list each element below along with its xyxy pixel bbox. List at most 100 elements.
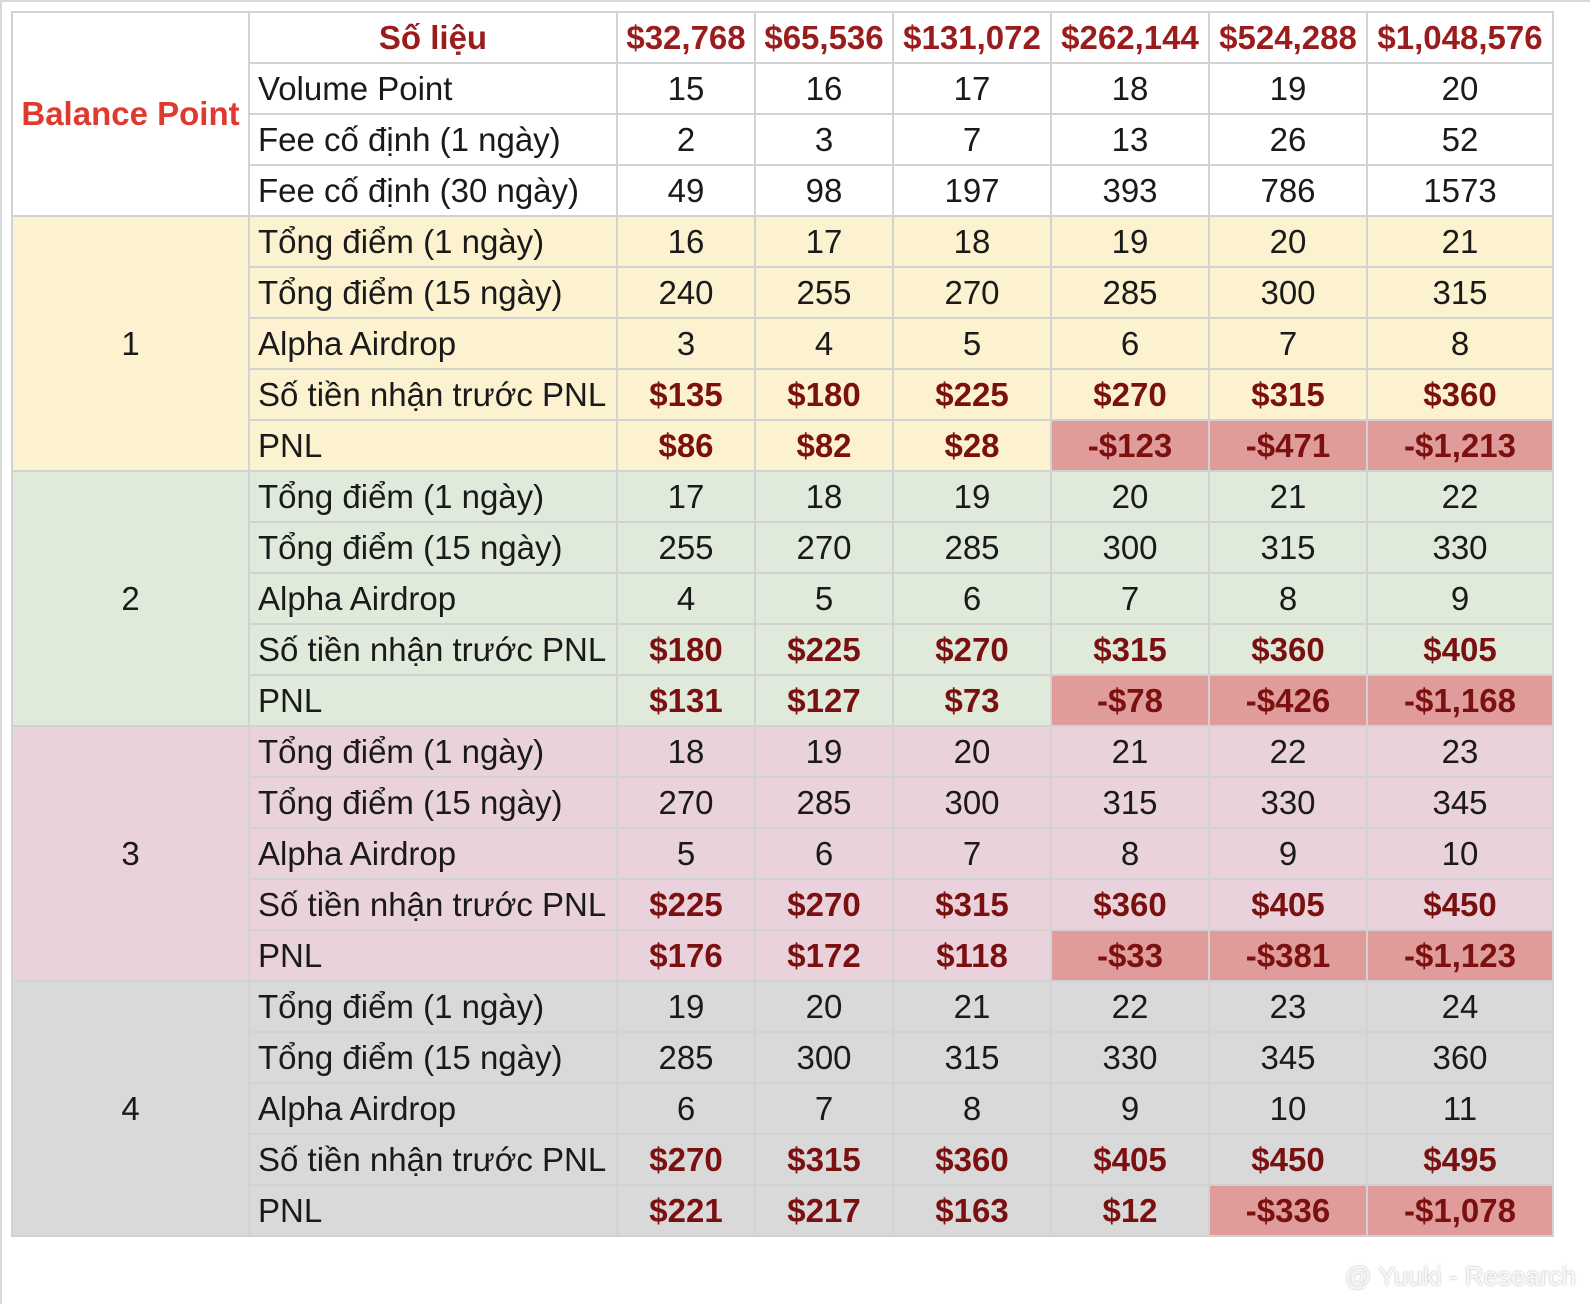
value-cell[interactable]: $225 bbox=[616, 878, 756, 931]
value-cell[interactable]: 17 bbox=[892, 62, 1052, 115]
row-label-cell[interactable]: Số tiền nhận trước PNL bbox=[248, 1133, 618, 1186]
value-cell[interactable]: 98 bbox=[754, 164, 894, 217]
value-cell[interactable]: 330 bbox=[1208, 776, 1368, 829]
pnl-cell[interactable]: $28 bbox=[892, 419, 1052, 472]
value-cell[interactable]: 285 bbox=[892, 521, 1052, 574]
value-cell[interactable]: 49 bbox=[616, 164, 756, 217]
value-cell[interactable]: 6 bbox=[616, 1082, 756, 1135]
value-cell[interactable]: 9 bbox=[1208, 827, 1368, 880]
value-cell[interactable]: 315 bbox=[1366, 266, 1554, 319]
group-number-cell[interactable]: 4 bbox=[11, 980, 250, 1237]
value-cell[interactable]: $360 bbox=[1208, 623, 1368, 676]
value-cell[interactable]: 345 bbox=[1208, 1031, 1368, 1084]
value-cell[interactable]: 15 bbox=[616, 62, 756, 115]
value-cell[interactable]: 270 bbox=[754, 521, 894, 574]
value-cell[interactable]: 3 bbox=[754, 113, 894, 166]
group-number-cell[interactable]: 3 bbox=[11, 725, 250, 982]
value-cell[interactable]: 10 bbox=[1208, 1082, 1368, 1135]
row-label-cell[interactable]: PNL bbox=[248, 1184, 618, 1237]
value-cell[interactable]: $405 bbox=[1208, 878, 1368, 931]
value-cell[interactable]: 10 bbox=[1366, 827, 1554, 880]
value-cell[interactable]: 17 bbox=[616, 470, 756, 523]
pnl-cell[interactable]: -$1,213 bbox=[1366, 419, 1554, 472]
value-cell[interactable]: $360 bbox=[1366, 368, 1554, 421]
value-cell[interactable]: 285 bbox=[754, 776, 894, 829]
group-number-cell[interactable]: 2 bbox=[11, 470, 250, 727]
value-cell[interactable]: 19 bbox=[754, 725, 894, 778]
row-label-cell[interactable]: Tổng điểm (15 ngày) bbox=[248, 1031, 618, 1084]
value-cell[interactable]: 315 bbox=[1050, 776, 1210, 829]
pnl-cell[interactable]: -$1,078 bbox=[1366, 1184, 1554, 1237]
value-cell[interactable]: 19 bbox=[1208, 62, 1368, 115]
value-cell[interactable]: 7 bbox=[892, 827, 1052, 880]
value-cell[interactable]: 3 bbox=[616, 317, 756, 370]
value-cell[interactable]: $270 bbox=[892, 623, 1052, 676]
pnl-cell[interactable]: $86 bbox=[616, 419, 756, 472]
pnl-cell[interactable]: $82 bbox=[754, 419, 894, 472]
pnl-cell[interactable]: $163 bbox=[892, 1184, 1052, 1237]
value-cell[interactable]: 16 bbox=[754, 62, 894, 115]
value-cell[interactable]: $450 bbox=[1208, 1133, 1368, 1186]
pnl-cell[interactable]: $172 bbox=[754, 929, 894, 982]
value-cell[interactable]: 20 bbox=[892, 725, 1052, 778]
pnl-cell[interactable]: -$426 bbox=[1208, 674, 1368, 727]
value-cell[interactable]: 17 bbox=[754, 215, 894, 268]
value-cell[interactable]: 9 bbox=[1050, 1082, 1210, 1135]
pnl-cell[interactable]: $118 bbox=[892, 929, 1052, 982]
value-cell[interactable]: 22 bbox=[1208, 725, 1368, 778]
row-label-cell[interactable]: PNL bbox=[248, 419, 618, 472]
row-label-cell[interactable]: Alpha Airdrop bbox=[248, 572, 618, 625]
value-cell[interactable]: 300 bbox=[754, 1031, 894, 1084]
row-label-cell[interactable]: PNL bbox=[248, 674, 618, 727]
row-label-cell[interactable]: Tổng điểm (15 ngày) bbox=[248, 266, 618, 319]
row-label-cell[interactable]: PNL bbox=[248, 929, 618, 982]
value-cell[interactable]: 255 bbox=[754, 266, 894, 319]
value-cell[interactable]: 270 bbox=[892, 266, 1052, 319]
group-number-cell[interactable]: 1 bbox=[11, 215, 250, 472]
value-cell[interactable]: 300 bbox=[1050, 521, 1210, 574]
value-cell[interactable]: 21 bbox=[1208, 470, 1368, 523]
row-label-cell[interactable]: Alpha Airdrop bbox=[248, 1082, 618, 1135]
pnl-cell[interactable]: -$471 bbox=[1208, 419, 1368, 472]
value-cell[interactable]: 1573 bbox=[1366, 164, 1554, 217]
value-cell[interactable]: 315 bbox=[1208, 521, 1368, 574]
value-cell[interactable]: 8 bbox=[1366, 317, 1554, 370]
value-cell[interactable]: 20 bbox=[1050, 470, 1210, 523]
value-cell[interactable]: 300 bbox=[1208, 266, 1368, 319]
column-header-cell[interactable]: $131,072 bbox=[892, 11, 1052, 64]
balance-point-cell[interactable]: Balance Point bbox=[11, 11, 250, 217]
value-cell[interactable]: $405 bbox=[1366, 623, 1554, 676]
value-cell[interactable]: 26 bbox=[1208, 113, 1368, 166]
value-cell[interactable]: 786 bbox=[1208, 164, 1368, 217]
value-cell[interactable]: $315 bbox=[1050, 623, 1210, 676]
value-cell[interactable]: 7 bbox=[892, 113, 1052, 166]
value-cell[interactable]: 330 bbox=[1366, 521, 1554, 574]
row-label-cell[interactable]: Tổng điểm (15 ngày) bbox=[248, 521, 618, 574]
value-cell[interactable]: $225 bbox=[754, 623, 894, 676]
row-label-cell[interactable]: Alpha Airdrop bbox=[248, 317, 618, 370]
value-cell[interactable]: 20 bbox=[1208, 215, 1368, 268]
row-label-cell[interactable]: Số tiền nhận trước PNL bbox=[248, 623, 618, 676]
value-cell[interactable]: 22 bbox=[1366, 470, 1554, 523]
value-cell[interactable]: $135 bbox=[616, 368, 756, 421]
pnl-cell[interactable]: -$33 bbox=[1050, 929, 1210, 982]
value-cell[interactable]: 19 bbox=[892, 470, 1052, 523]
value-cell[interactable]: 4 bbox=[616, 572, 756, 625]
value-cell[interactable]: $315 bbox=[1208, 368, 1368, 421]
value-cell[interactable]: $225 bbox=[892, 368, 1052, 421]
pnl-cell[interactable]: $176 bbox=[616, 929, 756, 982]
value-cell[interactable]: 393 bbox=[1050, 164, 1210, 217]
row-label-cell[interactable]: Tổng điểm (1 ngày) bbox=[248, 980, 618, 1033]
value-cell[interactable]: 18 bbox=[754, 470, 894, 523]
value-cell[interactable]: 6 bbox=[892, 572, 1052, 625]
row-label-cell[interactable]: Fee cố định (30 ngày) bbox=[248, 164, 618, 217]
row-label-cell[interactable]: Số tiền nhận trước PNL bbox=[248, 878, 618, 931]
column-header-cell[interactable]: $32,768 bbox=[616, 11, 756, 64]
value-cell[interactable]: 24 bbox=[1366, 980, 1554, 1033]
value-cell[interactable]: $180 bbox=[616, 623, 756, 676]
value-cell[interactable]: 20 bbox=[1366, 62, 1554, 115]
value-cell[interactable]: 19 bbox=[616, 980, 756, 1033]
value-cell[interactable]: 5 bbox=[754, 572, 894, 625]
row-label-cell[interactable]: Tổng điểm (1 ngày) bbox=[248, 470, 618, 523]
column-header-cell[interactable]: $1,048,576 bbox=[1366, 11, 1554, 64]
